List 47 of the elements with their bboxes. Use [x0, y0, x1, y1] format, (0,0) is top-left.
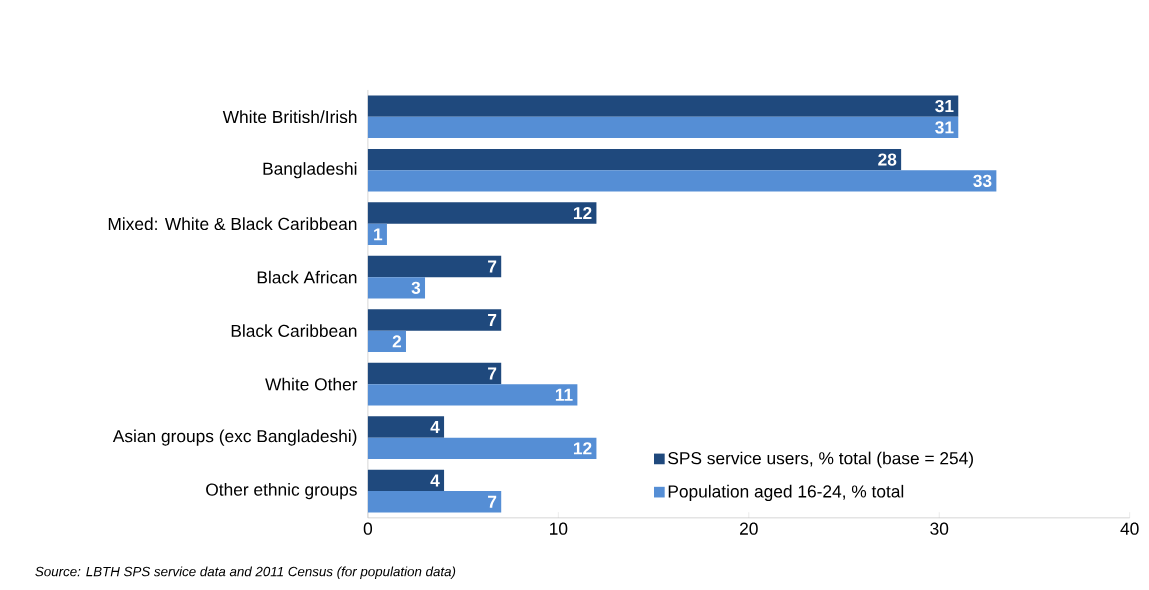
- bar: [367, 469, 445, 492]
- y-tick-label: Black Caribbean: [231, 324, 357, 338]
- bar: [367, 255, 502, 278]
- x-tick-label: 20: [740, 522, 758, 535]
- data-label: 33: [973, 174, 992, 188]
- y-tick-label: Other ethnic groups: [206, 483, 357, 500]
- bar: [367, 491, 502, 513]
- x-tick-label: 0: [363, 522, 373, 535]
- y-tick-label: White British/Irish: [222, 110, 357, 124]
- legend-label: SPS service users, % total (base = 254): [668, 451, 973, 468]
- y-tick-label: Mixed: White & Black Caribbean: [108, 217, 357, 231]
- source-note: Source: LBTH SPS service data and 2011 Census (for population data): [35, 566, 456, 579]
- bar: [367, 170, 997, 192]
- x-tick-label: 40: [1120, 522, 1139, 535]
- data-label: 12: [573, 207, 592, 220]
- legend-label: Population aged 16-24, % total: [668, 484, 904, 502]
- data-label: 28: [878, 153, 897, 166]
- data-label: 7: [488, 260, 497, 273]
- data-label: 2: [392, 335, 402, 348]
- data-label: 1: [374, 228, 383, 241]
- y-tick-label: Black African: [257, 270, 357, 284]
- bar: [367, 309, 502, 331]
- bar: [367, 148, 902, 171]
- x-tick-label: 10: [550, 522, 568, 535]
- data-label: 12: [573, 442, 592, 455]
- data-label: 11: [555, 388, 573, 401]
- data-label: 31: [935, 99, 954, 113]
- data-label: 31: [935, 121, 954, 134]
- data-label: 3: [411, 281, 421, 295]
- data-label: 7: [488, 314, 497, 327]
- bar: [367, 437, 597, 460]
- bar: [367, 362, 502, 385]
- y-tick-label: White Other: [265, 377, 358, 391]
- y-tick-label: Asian groups (exc Bangladeshi): [112, 429, 357, 446]
- data-label: 7: [488, 367, 497, 380]
- bar: [367, 330, 406, 353]
- bar: [367, 416, 445, 438]
- data-label: 4: [430, 421, 440, 433]
- y-tick-label: Bangladeshi: [263, 162, 357, 179]
- x-tick-label: 30: [930, 522, 949, 535]
- bar: [367, 384, 578, 406]
- data-label: 4: [430, 474, 440, 487]
- bar: [367, 116, 959, 139]
- bar: [367, 277, 426, 299]
- bar: [367, 95, 959, 117]
- bar: [367, 202, 597, 224]
- data-label: 7: [488, 495, 497, 508]
